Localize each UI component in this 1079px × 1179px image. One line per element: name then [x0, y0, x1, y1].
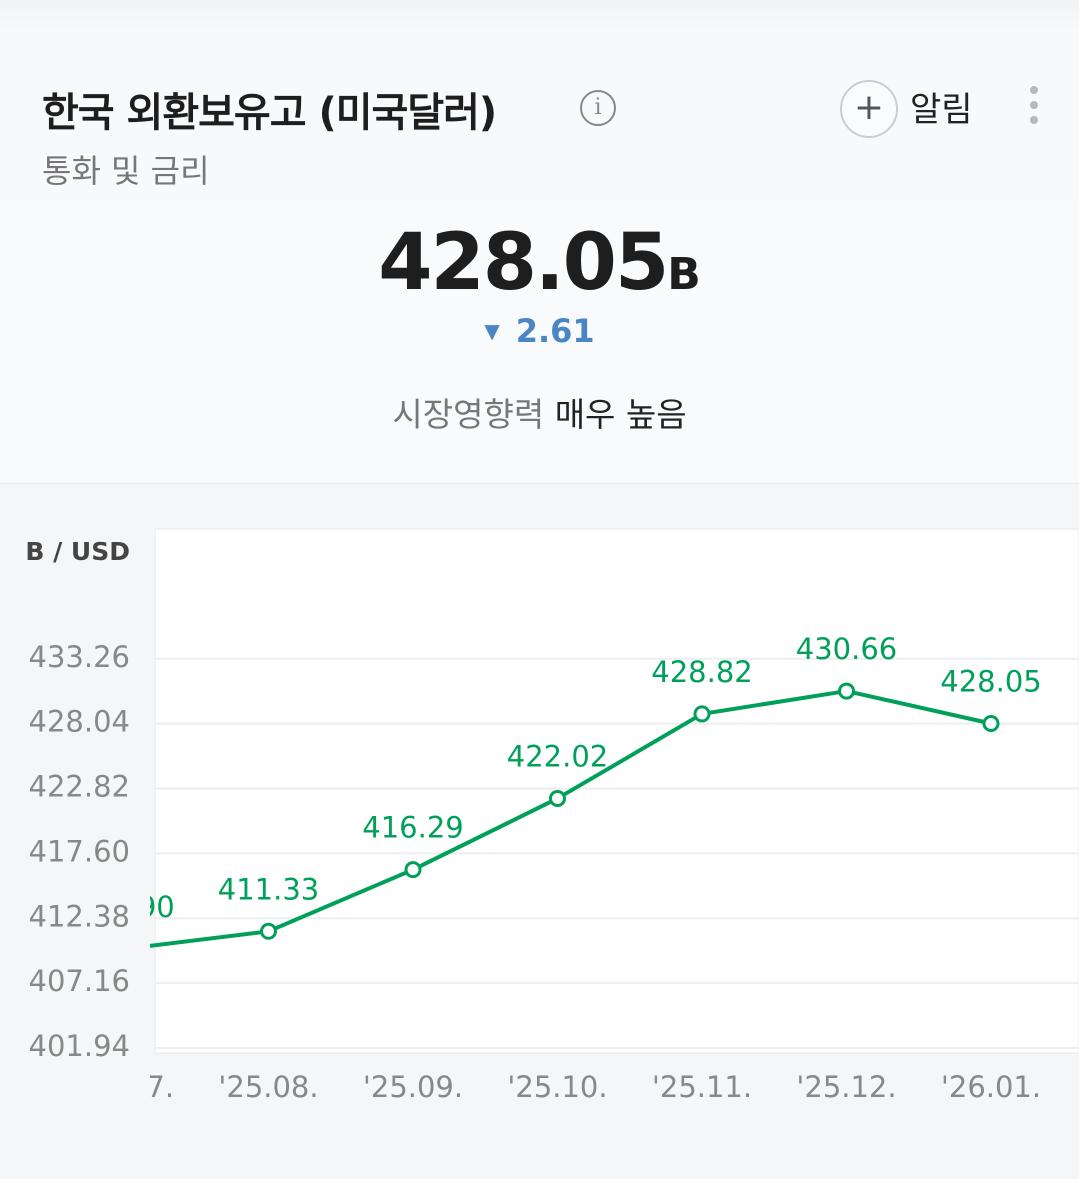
change: ▼ 2.61 [0, 312, 1079, 350]
value-label: 409.90 [73, 890, 174, 924]
y-unit-label: B / USD [25, 537, 130, 566]
x-tick-label: '25.09. [363, 1070, 463, 1104]
data-point [549, 789, 566, 807]
headline: 428.05B [0, 218, 1079, 308]
title: 한국 외환보유고 (미국달러) [42, 90, 497, 136]
value-label: 428.05 [940, 665, 1041, 699]
data-point [117, 942, 131, 956]
data-point [838, 682, 855, 700]
y-tick-label: 417.60 [29, 834, 130, 868]
value-label: 430.66 [796, 632, 897, 666]
chart: B / USD '25.07. '25.08. '25.09. '25.10. '25.… [25, 528, 1079, 1104]
alert-button[interactable]: + [840, 80, 898, 138]
data-point [260, 922, 277, 940]
value-label: 411.33 [218, 872, 319, 906]
y-tick-label: 412.38 [29, 899, 130, 933]
y-tick-label: 428.04 [29, 705, 130, 739]
alert-label[interactable]: 알림 [910, 90, 973, 130]
influence-level: 매우 높음 [554, 395, 687, 434]
change-arrow: ▼ [484, 319, 500, 343]
subtitle: 통화 및 금리 [42, 152, 210, 190]
value-label: 416.29 [362, 811, 463, 845]
y-tick-label: 407.16 [29, 964, 130, 998]
change-value: 2.61 [515, 312, 595, 350]
x-tick-label: '25.07. [74, 1070, 174, 1104]
more-menu[interactable] [1030, 86, 1040, 131]
data-point [982, 715, 1000, 733]
x-tick-label: '25.11. [652, 1070, 752, 1104]
x-tick-label: '25.12. [796, 1070, 896, 1104]
value-unit: B [667, 249, 701, 300]
x-tick-label: '26.01. [941, 1070, 1041, 1104]
y-tick-label: 422.82 [29, 770, 130, 804]
info-icon[interactable]: i [580, 90, 616, 126]
y-tick-label: 401.94 [29, 1029, 130, 1063]
header-panel: 한국 외환보유고 (미국달러) i 통화 및 금리 + 알림 428.05B ▼… [0, 0, 1079, 484]
influence-label: 시장영향력 [392, 395, 545, 434]
x-tick-label: '25.08. [218, 1070, 318, 1104]
value-label: 422.02 [507, 739, 608, 773]
influence: 시장영향력 매우 높음 [0, 388, 1079, 436]
x-tick-label: '25.10. [507, 1070, 607, 1104]
value-label: 428.82 [651, 655, 752, 689]
plot-area [154, 528, 1079, 1054]
data-point [404, 861, 422, 879]
y-tick-label: 433.26 [29, 640, 130, 674]
current-value: 428.05 [378, 218, 669, 308]
data-point [693, 705, 711, 723]
